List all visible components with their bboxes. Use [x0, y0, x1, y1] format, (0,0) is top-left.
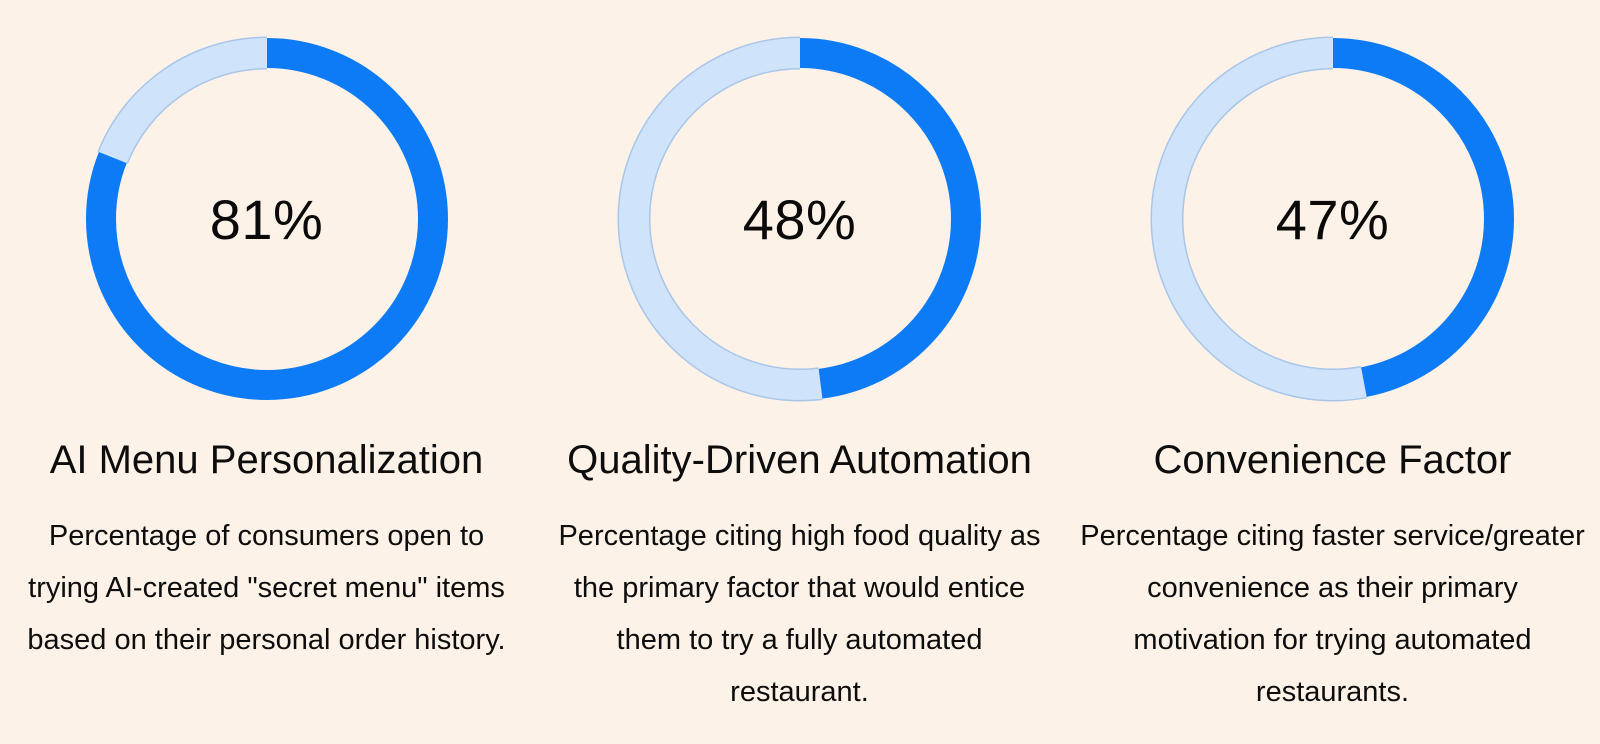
card-title: Convenience Factor [1153, 438, 1512, 482]
donut-ring [1150, 36, 1515, 402]
donut-chart: 47% [1150, 36, 1516, 402]
donut-ring [617, 36, 982, 402]
card-title: Quality-Driven Automation [567, 438, 1032, 482]
card-ai-menu-personalization: 81% AI Menu Personalization Percentage o… [0, 0, 533, 744]
card-title: AI Menu Personalization [49, 438, 484, 482]
donut-value-arc [618, 38, 981, 400]
percent-value: 48% [742, 187, 857, 251]
card-convenience-factor: 47% Convenience Factor Percentage citing… [1066, 0, 1599, 744]
percent-value: 81% [209, 187, 324, 251]
donut-value-arc [1151, 38, 1514, 400]
card-description: Percentage of consumers open to trying A… [27, 520, 506, 656]
card-quality-driven-automation: 48% Quality-Driven Automation Percentage… [533, 0, 1066, 744]
percent-value: 47% [1275, 187, 1390, 251]
donut-chart: 81% [84, 36, 450, 402]
donut-ring [84, 36, 449, 402]
card-description: Percentage citing faster service/greater… [1080, 520, 1585, 708]
card-description: Percentage citing high food quality as t… [558, 520, 1041, 708]
donut-chart: 48% [617, 36, 983, 402]
donut-value-arc [85, 38, 448, 400]
